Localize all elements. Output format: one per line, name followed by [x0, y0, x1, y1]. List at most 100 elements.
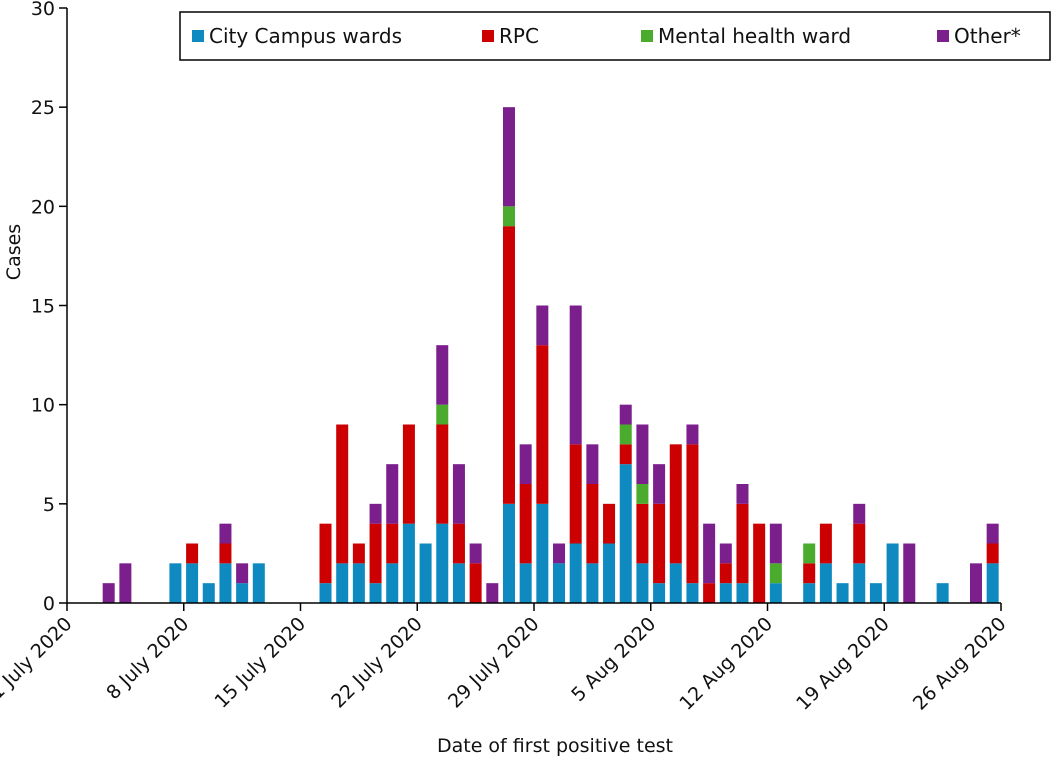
bar-segment [719, 563, 732, 584]
bar-segment [452, 523, 465, 564]
bar-segment [636, 424, 649, 484]
x-tick-label: 5 Aug 2020 [567, 613, 660, 706]
bar-segment [686, 444, 699, 584]
bar-segment [853, 503, 866, 524]
bar-segment [536, 345, 549, 504]
bar-segment [486, 583, 499, 603]
bar-segment [452, 464, 465, 524]
bar-segment [336, 424, 349, 564]
y-tick-label: 30 [31, 0, 55, 20]
bar-segment [619, 424, 632, 445]
y-tick-label: 0 [43, 593, 55, 615]
bar-segment [236, 563, 249, 584]
bar-segment [502, 107, 515, 207]
bar-segment [319, 523, 332, 584]
bar-segment [686, 583, 699, 603]
x-tick-label: 12 Aug 2020 [675, 613, 777, 715]
bar-segment [603, 503, 616, 544]
bar-segment [436, 345, 449, 405]
bar-segment [619, 404, 632, 425]
bar-segment [536, 305, 549, 346]
legend-label: City Campus wards [209, 24, 402, 48]
bar-segment [836, 583, 849, 603]
y-tick-label: 20 [31, 196, 55, 218]
bar-segment [569, 543, 582, 603]
legend-label: Other* [954, 24, 1021, 48]
bar-segment [169, 563, 182, 603]
bar-segment [669, 444, 682, 564]
bar-segment [719, 543, 732, 564]
legend-box [179, 11, 1051, 61]
y-tick-label: 5 [43, 494, 55, 516]
legend-swatch [192, 30, 204, 42]
bar-segment [369, 523, 382, 584]
bar-segment [586, 563, 599, 603]
legend-swatch [937, 30, 949, 42]
bar-segment [469, 563, 482, 603]
bar-segment [586, 484, 599, 564]
bar-segment [703, 523, 716, 584]
x-tick-label: 1 July 2020 [0, 613, 77, 704]
bar-segment [436, 523, 449, 603]
bar-segment [769, 523, 782, 564]
x-tick-label: 29 July 2020 [444, 613, 544, 713]
bar-segment [469, 543, 482, 564]
bar-segment [803, 563, 816, 584]
bar-segment [369, 503, 382, 524]
y-axis-label: Cases [3, 224, 25, 280]
x-axis-label: Date of first positive test [437, 735, 673, 757]
bar-segment [569, 305, 582, 445]
bar-segment [653, 464, 666, 504]
bar-segment [986, 563, 999, 603]
bar-segment [536, 503, 549, 603]
bar-segment [352, 563, 365, 603]
bar-segment [703, 583, 716, 603]
bar-segment [352, 543, 365, 564]
x-tick-label: 22 July 2020 [327, 613, 427, 713]
x-tick-label: 15 July 2020 [210, 613, 310, 713]
bar-segment [436, 424, 449, 524]
bar-segment [986, 523, 999, 544]
bar-segment [969, 563, 982, 603]
bar-segment [903, 543, 916, 603]
bar-segment [619, 444, 632, 465]
x-tick-label: 19 Aug 2020 [792, 613, 894, 715]
bar-segment [936, 583, 949, 603]
bar-segment [186, 563, 199, 603]
bar-segment [803, 583, 816, 603]
bar-segment [886, 543, 899, 603]
bar-segment [636, 503, 649, 564]
bar-segment [653, 503, 666, 584]
y-tick-label: 10 [31, 395, 55, 417]
bar-segment [636, 563, 649, 603]
bar-segment [569, 444, 582, 544]
bar-segment [669, 563, 682, 603]
bar-segment [202, 583, 215, 603]
bar-segment [986, 543, 999, 564]
bar-segment [402, 523, 415, 603]
bar-segment [819, 563, 832, 603]
bar-segment [736, 484, 749, 504]
bar-segment [219, 523, 232, 544]
bar-segment [502, 503, 515, 603]
bar-segment [369, 583, 382, 603]
bar-segment [736, 583, 749, 603]
bar-segment [586, 444, 599, 484]
bar-segment [519, 444, 532, 484]
legend-swatch [482, 30, 494, 42]
legend-label: RPC [499, 24, 539, 48]
bar-segment [869, 583, 882, 603]
bar-segment [186, 543, 199, 564]
bar-segment [119, 563, 132, 603]
x-tick-label: 8 July 2020 [102, 613, 193, 704]
bar-segment [636, 484, 649, 504]
x-tick-label: 26 Aug 2020 [909, 613, 1011, 715]
bar-segment [803, 543, 816, 564]
bar-segment [619, 464, 632, 603]
bar-segment [236, 583, 249, 603]
y-tick-label: 15 [31, 296, 55, 318]
bar-segment [252, 563, 265, 603]
bar-segment [553, 543, 566, 564]
y-tick-label: 25 [31, 97, 55, 119]
